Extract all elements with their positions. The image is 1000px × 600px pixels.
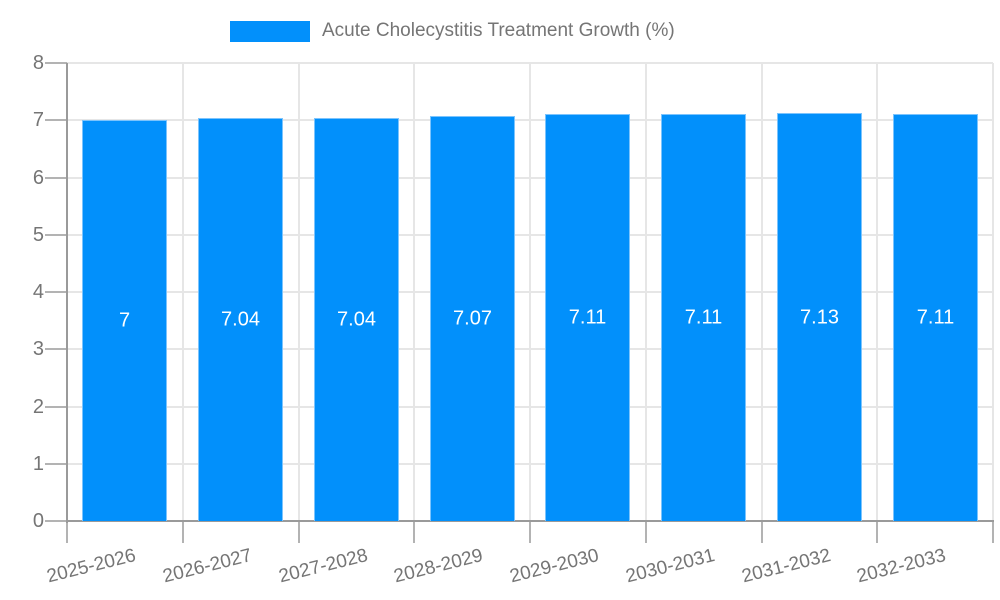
- x-tick-mark: [529, 521, 531, 543]
- y-tick-label: 5: [32, 223, 44, 246]
- legend-label: Acute Cholecystitis Treatment Growth (%): [322, 20, 675, 41]
- x-tick-label: 2027-2028: [276, 545, 370, 588]
- bar[interactable]: 7: [82, 120, 167, 521]
- bar-value-label: 7.04: [337, 308, 376, 331]
- y-tick-label: 2: [32, 395, 44, 418]
- x-tick-label: 2025-2026: [44, 545, 138, 588]
- bar-value-label: 7.13: [800, 306, 839, 328]
- gridline-vertical: [181, 63, 184, 521]
- y-tick-label: 3: [32, 338, 44, 361]
- y-tick-mark: [45, 233, 67, 236]
- y-tick-label: 7: [32, 109, 44, 132]
- gridline-vertical: [529, 63, 531, 521]
- legend-swatch-icon: [230, 20, 310, 42]
- bar-value-label: 7.11: [916, 306, 955, 329]
- y-tick-mark: [45, 119, 67, 122]
- y-axis-line: [66, 63, 68, 523]
- x-tick-label: 2030-2031: [623, 545, 717, 588]
- bar[interactable]: 7.11: [893, 114, 978, 521]
- y-tick-mark: [45, 462, 67, 465]
- bar[interactable]: 7.11: [545, 114, 630, 521]
- gridline-vertical: [644, 63, 647, 521]
- y-tick-mark: [45, 348, 67, 351]
- bar[interactable]: 7.07: [430, 116, 515, 521]
- y-tick-mark: [45, 176, 67, 179]
- bar-value-label: 7.04: [221, 308, 260, 331]
- x-tick-label: 2026-2027: [160, 545, 254, 588]
- gridline-vertical: [760, 63, 763, 521]
- bar-value-label: 7.07: [453, 307, 492, 330]
- y-tick-mark: [45, 291, 67, 293]
- bar-value-label: 7: [118, 309, 131, 332]
- x-tick-mark: [760, 521, 763, 543]
- x-tick-mark: [413, 521, 416, 543]
- y-tick-label: 8: [32, 52, 44, 74]
- legend-item[interactable]: Acute Cholecystitis Treatment Growth (%): [230, 20, 675, 42]
- gridline-vertical: [297, 63, 300, 521]
- x-tick-mark: [992, 521, 994, 543]
- x-tick-mark: [181, 521, 184, 543]
- y-tick-label: 1: [32, 452, 44, 475]
- y-tick-label: 0: [32, 510, 44, 532]
- bar-value-label: 7.11: [684, 306, 723, 329]
- gridline-vertical: [413, 63, 416, 521]
- y-tick-label: 4: [32, 281, 44, 303]
- y-tick-mark: [45, 520, 67, 522]
- y-tick-label: 6: [32, 166, 44, 189]
- y-tick-mark: [45, 405, 67, 408]
- bar[interactable]: 7.13: [777, 113, 862, 521]
- x-tick-label: 2032-2033: [854, 545, 949, 588]
- x-tick-mark: [66, 521, 68, 543]
- bar-value-label: 7.11: [568, 306, 607, 329]
- x-tick-label: 2028-2029: [391, 545, 486, 588]
- gridline-vertical: [992, 63, 994, 521]
- x-tick-mark: [297, 521, 300, 543]
- y-tick-mark: [45, 62, 67, 64]
- x-axis-line: [66, 520, 994, 522]
- bar[interactable]: 7.11: [661, 114, 746, 521]
- bar[interactable]: 7.04: [314, 118, 399, 521]
- x-tick-label: 2031-2032: [739, 545, 833, 588]
- x-tick-label: 2029-2030: [507, 545, 601, 588]
- x-tick-mark: [644, 521, 647, 543]
- x-tick-mark: [876, 521, 879, 543]
- gridline-vertical: [876, 63, 879, 521]
- bar[interactable]: 7.04: [198, 118, 283, 521]
